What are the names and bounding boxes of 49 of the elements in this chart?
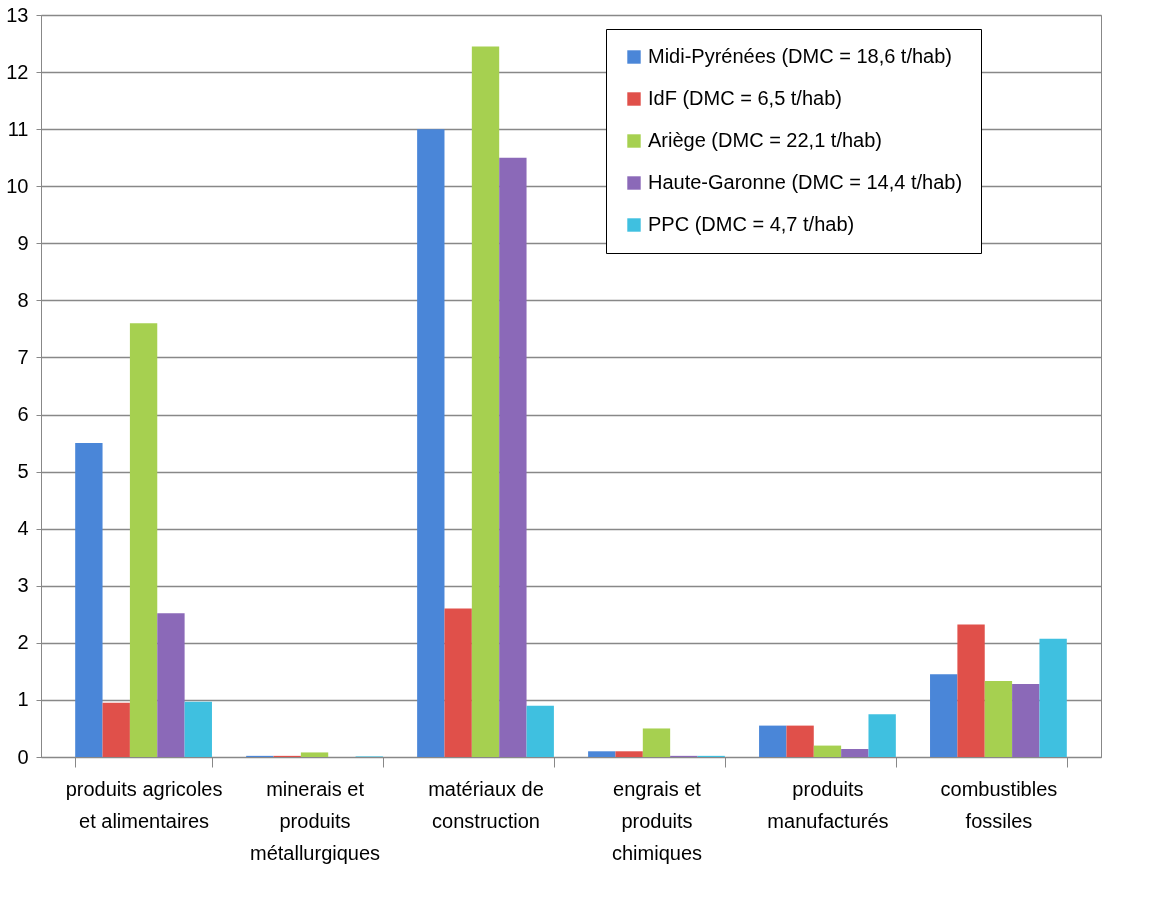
y-tick-label: 10 <box>6 174 29 197</box>
bar <box>184 701 212 757</box>
y-tick-label: 7 <box>17 345 29 368</box>
x-tick-label: produits agricoles et alimentaires <box>65 777 223 832</box>
bar <box>157 613 185 757</box>
bar <box>444 608 472 757</box>
x-tick-label: produits manufacturés <box>767 777 889 832</box>
bar <box>300 752 329 757</box>
bar <box>526 705 554 757</box>
legend-label: Haute-Garonne (DMC = 14,4 t/hab) <box>648 171 963 193</box>
bar <box>1039 638 1067 757</box>
y-tick-label: 12 <box>6 60 29 83</box>
legend-label: Ariège (DMC = 22,1 t/hab) <box>648 129 882 151</box>
y-tick-label: 8 <box>17 288 29 311</box>
y-tick-label: 3 <box>17 574 29 597</box>
y-tick-label: 9 <box>17 231 29 254</box>
bar <box>75 443 103 757</box>
y-tick-label: 4 <box>17 517 29 540</box>
bar <box>930 674 958 757</box>
y-tick-label: 0 <box>17 745 29 768</box>
bar <box>102 702 130 757</box>
y-tick-label: 2 <box>17 631 29 654</box>
bar <box>417 129 445 757</box>
bar <box>642 728 671 757</box>
legend-label: Midi-Pyrénées (DMC = 18,6 t/hab) <box>648 45 953 67</box>
bar <box>957 624 985 757</box>
y-tick-label: 5 <box>17 460 29 483</box>
legend-label: IdF (DMC = 6,5 t/hab) <box>648 87 842 109</box>
bar <box>868 714 896 757</box>
x-tick-label: minerais et produits métallurgiques <box>250 777 381 864</box>
bar <box>588 751 616 757</box>
bar <box>499 157 527 757</box>
bar <box>615 751 643 757</box>
y-tick-label: 13 <box>6 3 29 26</box>
bar <box>813 745 842 757</box>
x-tick-label: matériaux de construction <box>428 777 544 832</box>
legend-label: PPC (DMC = 4,7 t/hab) <box>648 213 855 235</box>
bar <box>841 749 869 757</box>
x-tick-label: engrais et produits chimiques <box>611 777 703 864</box>
bar <box>759 725 787 757</box>
bar <box>984 681 1013 757</box>
y-tick-label: 11 <box>7 117 29 140</box>
y-tick-label: 1 <box>17 688 29 711</box>
x-tick-label: combustibles fossiles <box>940 777 1058 832</box>
bar <box>1012 683 1040 757</box>
bar <box>786 725 814 757</box>
bar <box>471 46 500 757</box>
y-tick-label: 6 <box>17 403 29 426</box>
bar <box>129 323 158 757</box>
